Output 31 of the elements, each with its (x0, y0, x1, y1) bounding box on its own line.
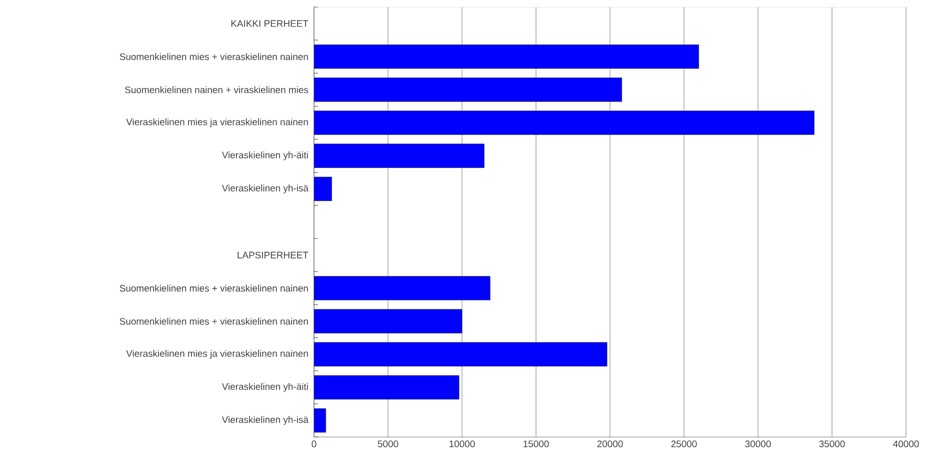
y-tick-label: Vieraskielinen yh-isä (222, 416, 308, 425)
bar (314, 78, 622, 102)
bar (314, 309, 462, 334)
bar (314, 276, 490, 300)
x-tick-label: 25000 (671, 440, 697, 448)
x-tick-label: 5000 (378, 440, 398, 448)
y-tick-label: Suomenkielinen mies + vieraskielinen nainen (120, 318, 308, 325)
bar (314, 375, 460, 400)
y-tick-label: Vieraskielinen yh-äiti (222, 151, 308, 160)
x-tick-label: 15000 (524, 440, 549, 448)
bar (314, 144, 484, 168)
y-tick-label: Vieraskielinen mies ja vieraskielinen nainen (126, 350, 308, 359)
x-tick-label: 30000 (745, 440, 771, 448)
y-tick-label: Vieraskielinen yh-isä (222, 184, 308, 194)
bar (314, 176, 332, 202)
bar (314, 342, 608, 366)
y-tick-label: Vieraskielinen mies ja vieraskielinen nainen (126, 118, 308, 128)
y-tick-label: LAPSIPERHEET (238, 252, 308, 258)
x-tick-label: 35000 (819, 440, 845, 448)
y-tick-label: Suomenkielinen nainen + viraskielinen mies (125, 86, 308, 94)
x-tick-label: 40000 (893, 440, 919, 448)
y-tick-label: KAIKKI PERHEET (231, 20, 308, 27)
bar (314, 110, 814, 135)
y-tick-label: Suomenkielinen mies + vieraskielinen nainen (120, 284, 308, 292)
bar (314, 44, 700, 69)
x-tick-label: 10000 (450, 440, 475, 448)
bar (314, 408, 326, 433)
y-tick-label: Suomenkielinen mies + vieraskielinen nainen (120, 53, 308, 60)
x-tick-label: 20000 (597, 440, 623, 448)
x-tick-label: 0 (312, 440, 316, 448)
y-tick-label: Vieraskielinen yh-äiti (222, 382, 308, 392)
